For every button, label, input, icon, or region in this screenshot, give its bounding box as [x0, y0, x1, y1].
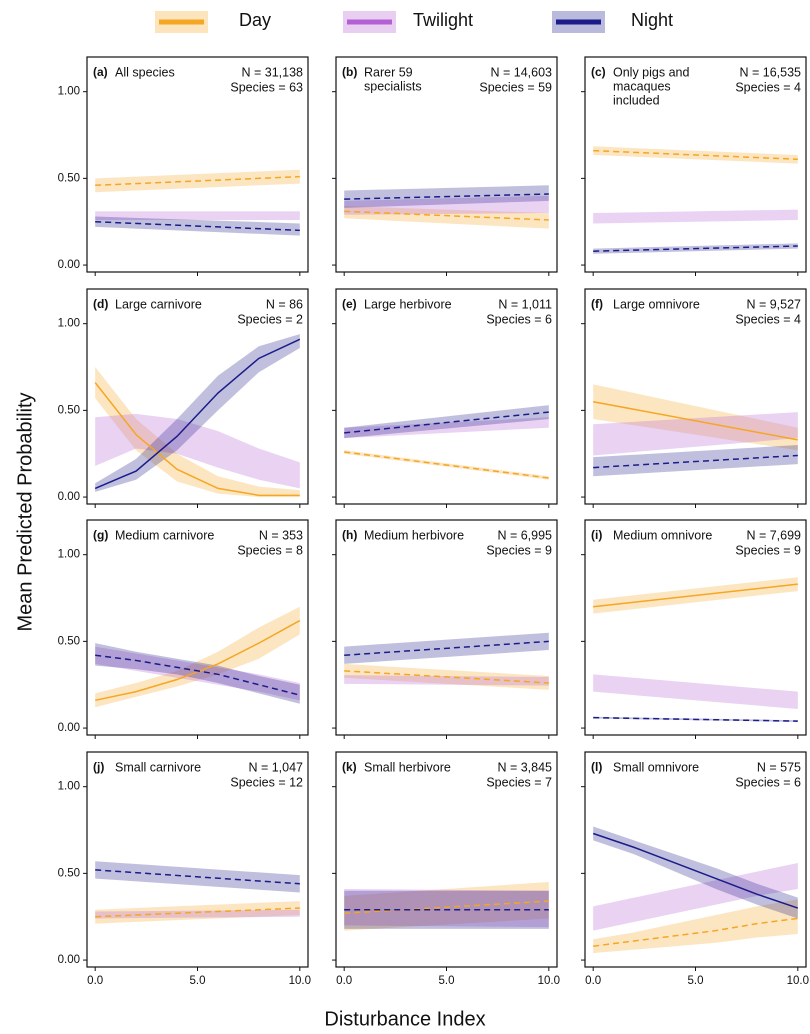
panel: (c) Only pigs andmacaquesincluded N = 16,5… [581, 57, 806, 276]
panel-letter: (g) [93, 528, 108, 542]
panel-title: Small herbivore [364, 760, 451, 774]
y-tick-label: 0.50 [58, 172, 80, 184]
panel-title: Medium omnivore [613, 528, 712, 542]
legend-label: Day [239, 10, 271, 30]
trend-line [593, 718, 798, 721]
panel-letter: (l) [591, 760, 602, 774]
trend-line [593, 584, 798, 607]
sample-size: N = 575 [757, 760, 801, 774]
species-count: Species = 12 [230, 775, 303, 789]
panel-title: macaques [613, 79, 671, 93]
panel-letter: (k) [342, 760, 357, 774]
panel: 0.0 5.0 10.0 (l) Small omnivore N = 575Specie… [581, 752, 809, 987]
panel: (i) Medium omnivore N = 7,699Species = 9 [581, 520, 806, 739]
sample-size: N = 9,527 [746, 297, 801, 311]
x-tick-label: 10.0 [289, 975, 311, 987]
panel: 0.00 0.50 1.00 (d) Large carnivore N = 86Spec… [58, 289, 308, 508]
x-tick-label: 5.0 [688, 975, 704, 987]
panel-title: Small carnivore [115, 760, 201, 774]
sample-size: N = 16,535 [739, 65, 801, 79]
legend-item: Twilight [343, 10, 473, 33]
panel-letter: (f) [591, 297, 603, 311]
x-tick-label: 0.0 [87, 975, 103, 987]
sample-size: N = 31,138 [241, 65, 303, 79]
species-count: Species = 2 [237, 312, 303, 326]
sample-size: N = 14,603 [490, 65, 552, 79]
panel-letter: (e) [342, 297, 357, 311]
sample-size: N = 1,047 [248, 760, 303, 774]
legend-label: Night [631, 10, 673, 30]
y-axis-label: Mean Predicted Probability [14, 392, 36, 631]
panel-letter: (i) [591, 528, 602, 542]
y-tick-label: 1.00 [58, 781, 80, 793]
species-count: Species = 8 [237, 543, 303, 557]
panel-title: Medium carnivore [115, 528, 214, 542]
panel: 0.0 5.0 10.0 (k) Small herbivore N = 3,845Spe… [332, 752, 560, 987]
sample-size: N = 3,845 [497, 760, 552, 774]
species-count: Species = 59 [479, 80, 552, 94]
y-tick-label: 0.50 [58, 635, 80, 647]
panel-title: All species [115, 65, 175, 79]
y-tick-label: 0.00 [58, 491, 80, 503]
x-tick-label: 5.0 [190, 975, 206, 987]
x-tick-label: 0.0 [336, 975, 352, 987]
species-count: Species = 9 [735, 543, 801, 557]
species-count: Species = 6 [486, 312, 552, 326]
y-tick-label: 0.00 [58, 722, 80, 734]
x-tick-label: 10.0 [538, 975, 560, 987]
panel-letter: (j) [93, 760, 104, 774]
confidence-band [593, 674, 798, 709]
species-count: Species = 63 [230, 80, 303, 94]
panel-title: Only pigs and [613, 65, 689, 79]
panel-title: Small omnivore [613, 760, 699, 774]
x-axis-label: Disturbance Index [324, 1008, 485, 1030]
panel-title: included [613, 93, 660, 107]
x-tick-label: 10.0 [787, 975, 809, 987]
panel-title: Rarer 59 [364, 65, 413, 79]
y-tick-label: 0.00 [58, 259, 80, 271]
legend-item: Day [155, 10, 271, 33]
sample-size: N = 86 [266, 297, 303, 311]
panel-letter: (b) [342, 65, 357, 79]
y-tick-label: 1.00 [58, 318, 80, 330]
confidence-band [593, 210, 798, 224]
panel-title: Large omnivore [613, 297, 700, 311]
sample-size: N = 6,995 [497, 528, 552, 542]
panel-title: Medium herbivore [364, 528, 464, 542]
species-count: Species = 4 [735, 312, 801, 326]
figure: Mean Predicted Probability Disturbance I… [0, 0, 810, 1034]
panel: 0.00 0.50 1.00 (a) All species N = 31,138Spec… [58, 57, 308, 276]
panel-title: specialists [364, 79, 422, 93]
panel: 0.00 0.50 1.00 0.0 5.0 10.0 (j) Small carnivore… [58, 752, 311, 987]
sample-size: N = 1,011 [498, 297, 552, 311]
legend-item: Night [552, 10, 673, 33]
panel-letter: (d) [93, 297, 108, 311]
species-count: Species = 4 [735, 80, 801, 94]
x-tick-label: 0.0 [585, 975, 601, 987]
panel-title: Large herbivore [364, 297, 452, 311]
y-tick-label: 0.00 [58, 954, 80, 966]
sample-size: N = 7,699 [746, 528, 801, 542]
sample-size: N = 353 [259, 528, 303, 542]
y-tick-label: 1.00 [58, 549, 80, 561]
legend-label: Twilight [413, 10, 473, 30]
trend-line [344, 452, 549, 478]
species-count: Species = 6 [735, 775, 801, 789]
y-tick-label: 0.50 [58, 867, 80, 879]
panel: 0.00 0.50 1.00 (g) Medium carnivore N = 353Sp… [58, 520, 308, 739]
panel-letter: (a) [93, 65, 108, 79]
panel: (e) Large herbivore N = 1,011Species = 6 [332, 289, 557, 508]
panel-title: Large carnivore [115, 297, 202, 311]
x-tick-label: 5.0 [439, 975, 455, 987]
panel-letter: (h) [342, 528, 357, 542]
y-tick-label: 1.00 [58, 86, 80, 98]
species-count: Species = 9 [486, 543, 552, 557]
panel-letter: (c) [591, 65, 606, 79]
y-tick-label: 0.50 [58, 404, 80, 416]
species-count: Species = 7 [486, 775, 552, 789]
confidence-band [344, 405, 549, 438]
